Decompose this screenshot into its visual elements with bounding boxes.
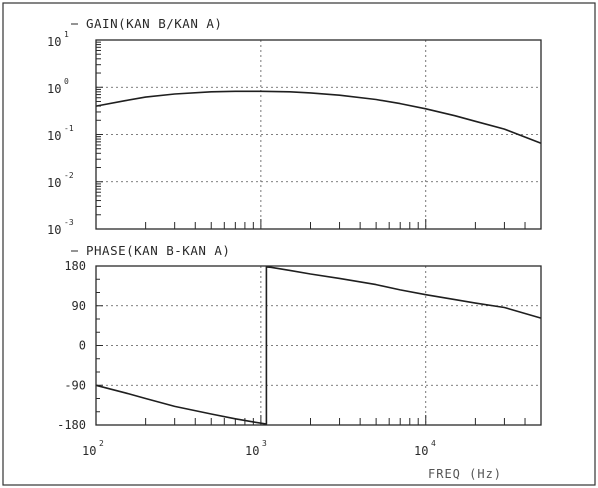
gain-grid [96,40,541,229]
gain-ytick-exp: 0 [64,77,69,86]
xtick-label: 10 [245,444,259,458]
xtick-exp: 4 [431,439,436,448]
gain-series [95,90,542,145]
phase-ytick-label: 90 [72,299,86,313]
xtick-exp: 2 [99,439,104,448]
phase-ytick-label: -90 [64,378,86,392]
phase-plot-area [95,265,542,426]
phase-series [95,266,542,425]
gain-title: GAIN(KAN B/KAN A) [86,16,222,31]
phase-panel: PHASE(KAN B-KAN A) 180 90 0 -90 -180 10 2 10… [57,243,542,481]
gain-y-tick-labels: 10 1 10 0 10 -1 10 -2 10 -3 [47,30,74,237]
x-axis-label: FREQ (Hz) [428,467,502,481]
gain-panel: GAIN(KAN B/KAN A) 10 1 10 0 10 -1 10 -2 … [47,16,542,237]
phase-ytick-label: -180 [57,418,86,432]
phase-ytick-label: 180 [64,259,86,273]
gain-ytick-label: 10 [47,176,61,190]
gain-ytick-exp: -2 [64,171,74,180]
gain-plot-area [95,39,542,230]
xtick-exp: 3 [262,439,267,448]
gain-ytick-exp: -3 [64,218,74,227]
gain-ytick-label: 10 [47,82,61,96]
x-tick-labels: 10 2 10 3 10 4 [82,439,436,458]
gain-ytick-label: 10 [47,129,61,143]
xtick-label: 10 [414,444,428,458]
gain-ytick-label: 10 [47,35,61,49]
gain-curve [95,90,542,145]
phase-curve [95,266,542,425]
phase-ytick-label: 0 [79,339,86,353]
phase-y-tick-labels: 180 90 0 -90 -180 [57,259,86,432]
xtick-label: 10 [82,444,96,458]
gain-ytick-exp: 1 [64,30,69,39]
gain-ytick-exp: -1 [64,124,74,133]
phase-title: PHASE(KAN B-KAN A) [86,243,230,258]
phase-grid [96,266,541,425]
gain-ytick-label: 10 [47,223,61,237]
